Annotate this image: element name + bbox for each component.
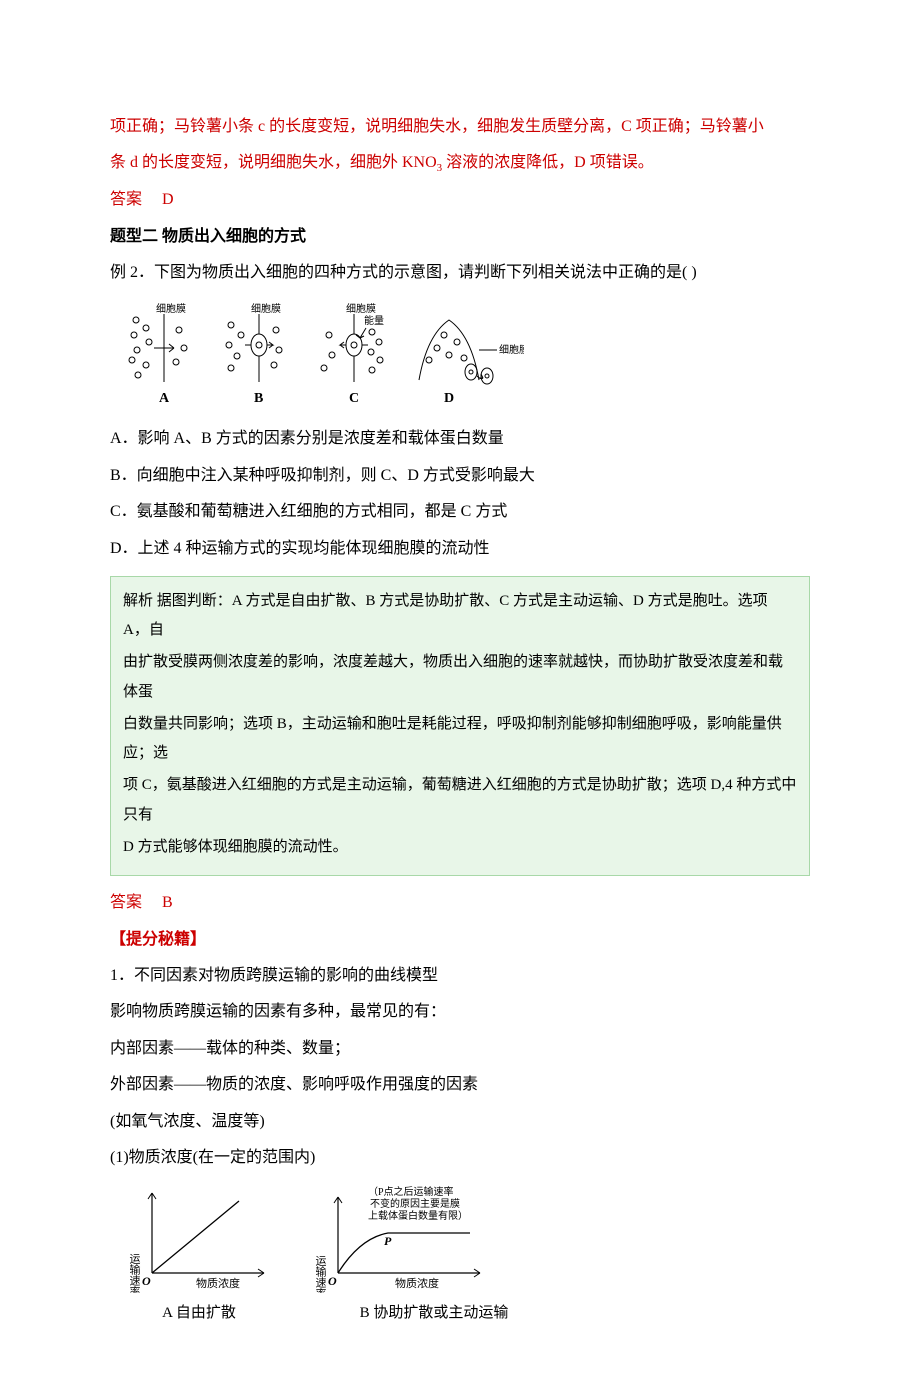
answer-2-value: B <box>162 894 173 911</box>
explanation-p2: 由扩散受膜两侧浓度差的影响，浓度差越大，物质出入细胞的速率就越快，而协助扩散受浓… <box>123 648 797 707</box>
graph-a-ylabel: 运输速率 <box>128 1253 141 1293</box>
membrane-label-b: 细胞膜 <box>251 302 281 315</box>
transport-diagram: 细胞膜 A 细胞膜 <box>124 300 810 410</box>
membrane-label-d: 细胞膜 <box>499 343 524 356</box>
diagram-d-group: 细胞膜 D <box>419 320 524 406</box>
membrane-label-a: 细胞膜 <box>156 302 186 315</box>
option-d: D．上述 4 种运输方式的实现均能体现细胞膜的流动性 <box>110 532 810 566</box>
answer-2-label: 答案 <box>110 894 142 911</box>
intro-red-suffix: 溶液的浓度降低，D 项错误。 <box>442 154 654 171</box>
graph-a-xlabel: 物质浓度 <box>196 1276 240 1290</box>
diagram-c-group: 细胞膜 能量 C <box>321 302 384 406</box>
diagram-b-label: B <box>254 391 263 406</box>
explanation-p5: D 方式能够体现细胞膜的流动性。 <box>123 833 797 862</box>
graph-captions-row: A 自由扩散 B 协助扩散或主动运输 <box>124 1297 810 1329</box>
graph-a-box: 运输速率 O 物质浓度 <box>124 1183 274 1293</box>
tips-p1: 1．不同因素对物质跨膜运输的影响的曲线模型 <box>110 959 810 993</box>
option-c: C．氨基酸和葡萄糖进入红细胞的方式相同，都是 C 方式 <box>110 495 810 529</box>
tips-p4: 外部因素——物质的浓度、影响呼吸作用强度的因素 <box>110 1068 810 1102</box>
graph-b-caption: B 协助扩散或主动运输 <box>334 1297 534 1329</box>
graph-b-note2: 不变的原因主要是膜 <box>370 1197 460 1210</box>
diagram-a-group: 细胞膜 A <box>129 302 187 406</box>
graphs-row: 运输速率 O 物质浓度 （P点之后运输速率 不变的原因主要是膜 上载体蛋白数量有… <box>124 1183 810 1293</box>
graph-a-origin: O <box>142 1274 151 1288</box>
secret-tips-title: 【提分秘籍】 <box>110 923 810 957</box>
diagram-c-label: C <box>349 391 359 406</box>
graph-a-svg: 运输速率 O 物质浓度 <box>124 1183 274 1293</box>
diagram-b-group: 细胞膜 B <box>226 302 282 406</box>
tips-p2: 影响物质跨膜运输的因素有多种，最常见的有： <box>110 995 810 1029</box>
graph-b-svg: （P点之后运输速率 不变的原因主要是膜 上载体蛋白数量有限） P 运输速率 O … <box>310 1183 510 1293</box>
intro-red-text-1: 项正确；马铃薯小条 c 的长度变短，说明细胞失水，细胞发生质壁分离，C 项正确；… <box>110 118 764 135</box>
answer-1-value: D <box>162 191 174 208</box>
example-2-text: 例 2．下图为物质出入细胞的四种方式的示意图，请判断下列相关说法中正确的是( ) <box>110 256 810 290</box>
tips-p6: (1)物质浓度(在一定的范围内) <box>110 1141 810 1175</box>
tips-p5: (如氧气浓度、温度等) <box>110 1105 810 1139</box>
graph-b-ylabel: 运输速率 <box>314 1255 327 1293</box>
option-b: B．向细胞中注入某种呼吸抑制剂，则 C、D 方式受影响最大 <box>110 459 810 493</box>
membrane-label-c: 细胞膜 <box>346 302 376 315</box>
graph-b-note1: （P点之后运输速率 <box>368 1185 454 1198</box>
diagram-d-label: D <box>444 391 454 406</box>
diagram-svg: 细胞膜 A 细胞膜 <box>124 300 524 410</box>
tips-p3: 内部因素——载体的种类、数量； <box>110 1032 810 1066</box>
diagram-a-label: A <box>159 391 170 406</box>
graph-b-note3: 上载体蛋白数量有限） <box>368 1209 468 1222</box>
option-a: A．影响 A、B 方式的因素分别是浓度差和载体蛋白数量 <box>110 422 810 456</box>
answer-2-row: 答案 B <box>110 886 810 920</box>
graph-a-caption: A 自由扩散 <box>124 1297 274 1329</box>
section-title-2: 题型二 物质出入细胞的方式 <box>110 220 810 254</box>
intro-red-line-1: 项正确；马铃薯小条 c 的长度变短，说明细胞失水，细胞发生质壁分离，C 项正确；… <box>110 110 810 144</box>
graph-b-origin: O <box>328 1274 337 1288</box>
answer-1-row: 答案 D <box>110 183 810 217</box>
graph-b-box: （P点之后运输速率 不变的原因主要是膜 上载体蛋白数量有限） P 运输速率 O … <box>310 1183 510 1293</box>
explanation-p3: 白数量共同影响；选项 B，主动运输和胞吐是耗能过程，呼吸抑制剂能够抑制细胞呼吸，… <box>123 710 797 769</box>
energy-label: 能量 <box>364 314 384 327</box>
answer-1-label: 答案 <box>110 191 142 208</box>
intro-red-line-2: 条 d 的长度变短，说明细胞失水，细胞外 KNO3 溶液的浓度降低，D 项错误。 <box>110 146 810 181</box>
intro-red-prefix: 条 d 的长度变短，说明细胞失水，细胞外 KNO <box>110 154 437 171</box>
graph-b-point-p: P <box>384 1234 392 1248</box>
explanation-p4: 项 C，氨基酸进入红细胞的方式是主动运输，葡萄糖进入红细胞的方式是协助扩散；选项… <box>123 771 797 830</box>
graph-b-xlabel: 物质浓度 <box>395 1276 439 1290</box>
explanation-p1: 解析 据图判断：A 方式是自由扩散、B 方式是协助扩散、C 方式是主动运输、D … <box>123 587 797 646</box>
explanation-box: 解析 据图判断：A 方式是自由扩散、B 方式是协助扩散、C 方式是主动运输、D … <box>110 576 810 876</box>
